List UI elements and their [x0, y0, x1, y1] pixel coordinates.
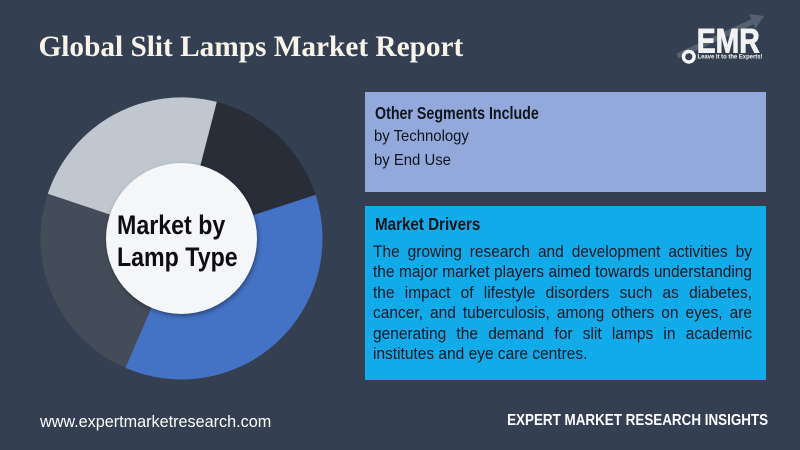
- svg-text:Leave it to the Experts!: Leave it to the Experts!: [698, 54, 763, 61]
- svg-text:EMR: EMR: [697, 23, 760, 61]
